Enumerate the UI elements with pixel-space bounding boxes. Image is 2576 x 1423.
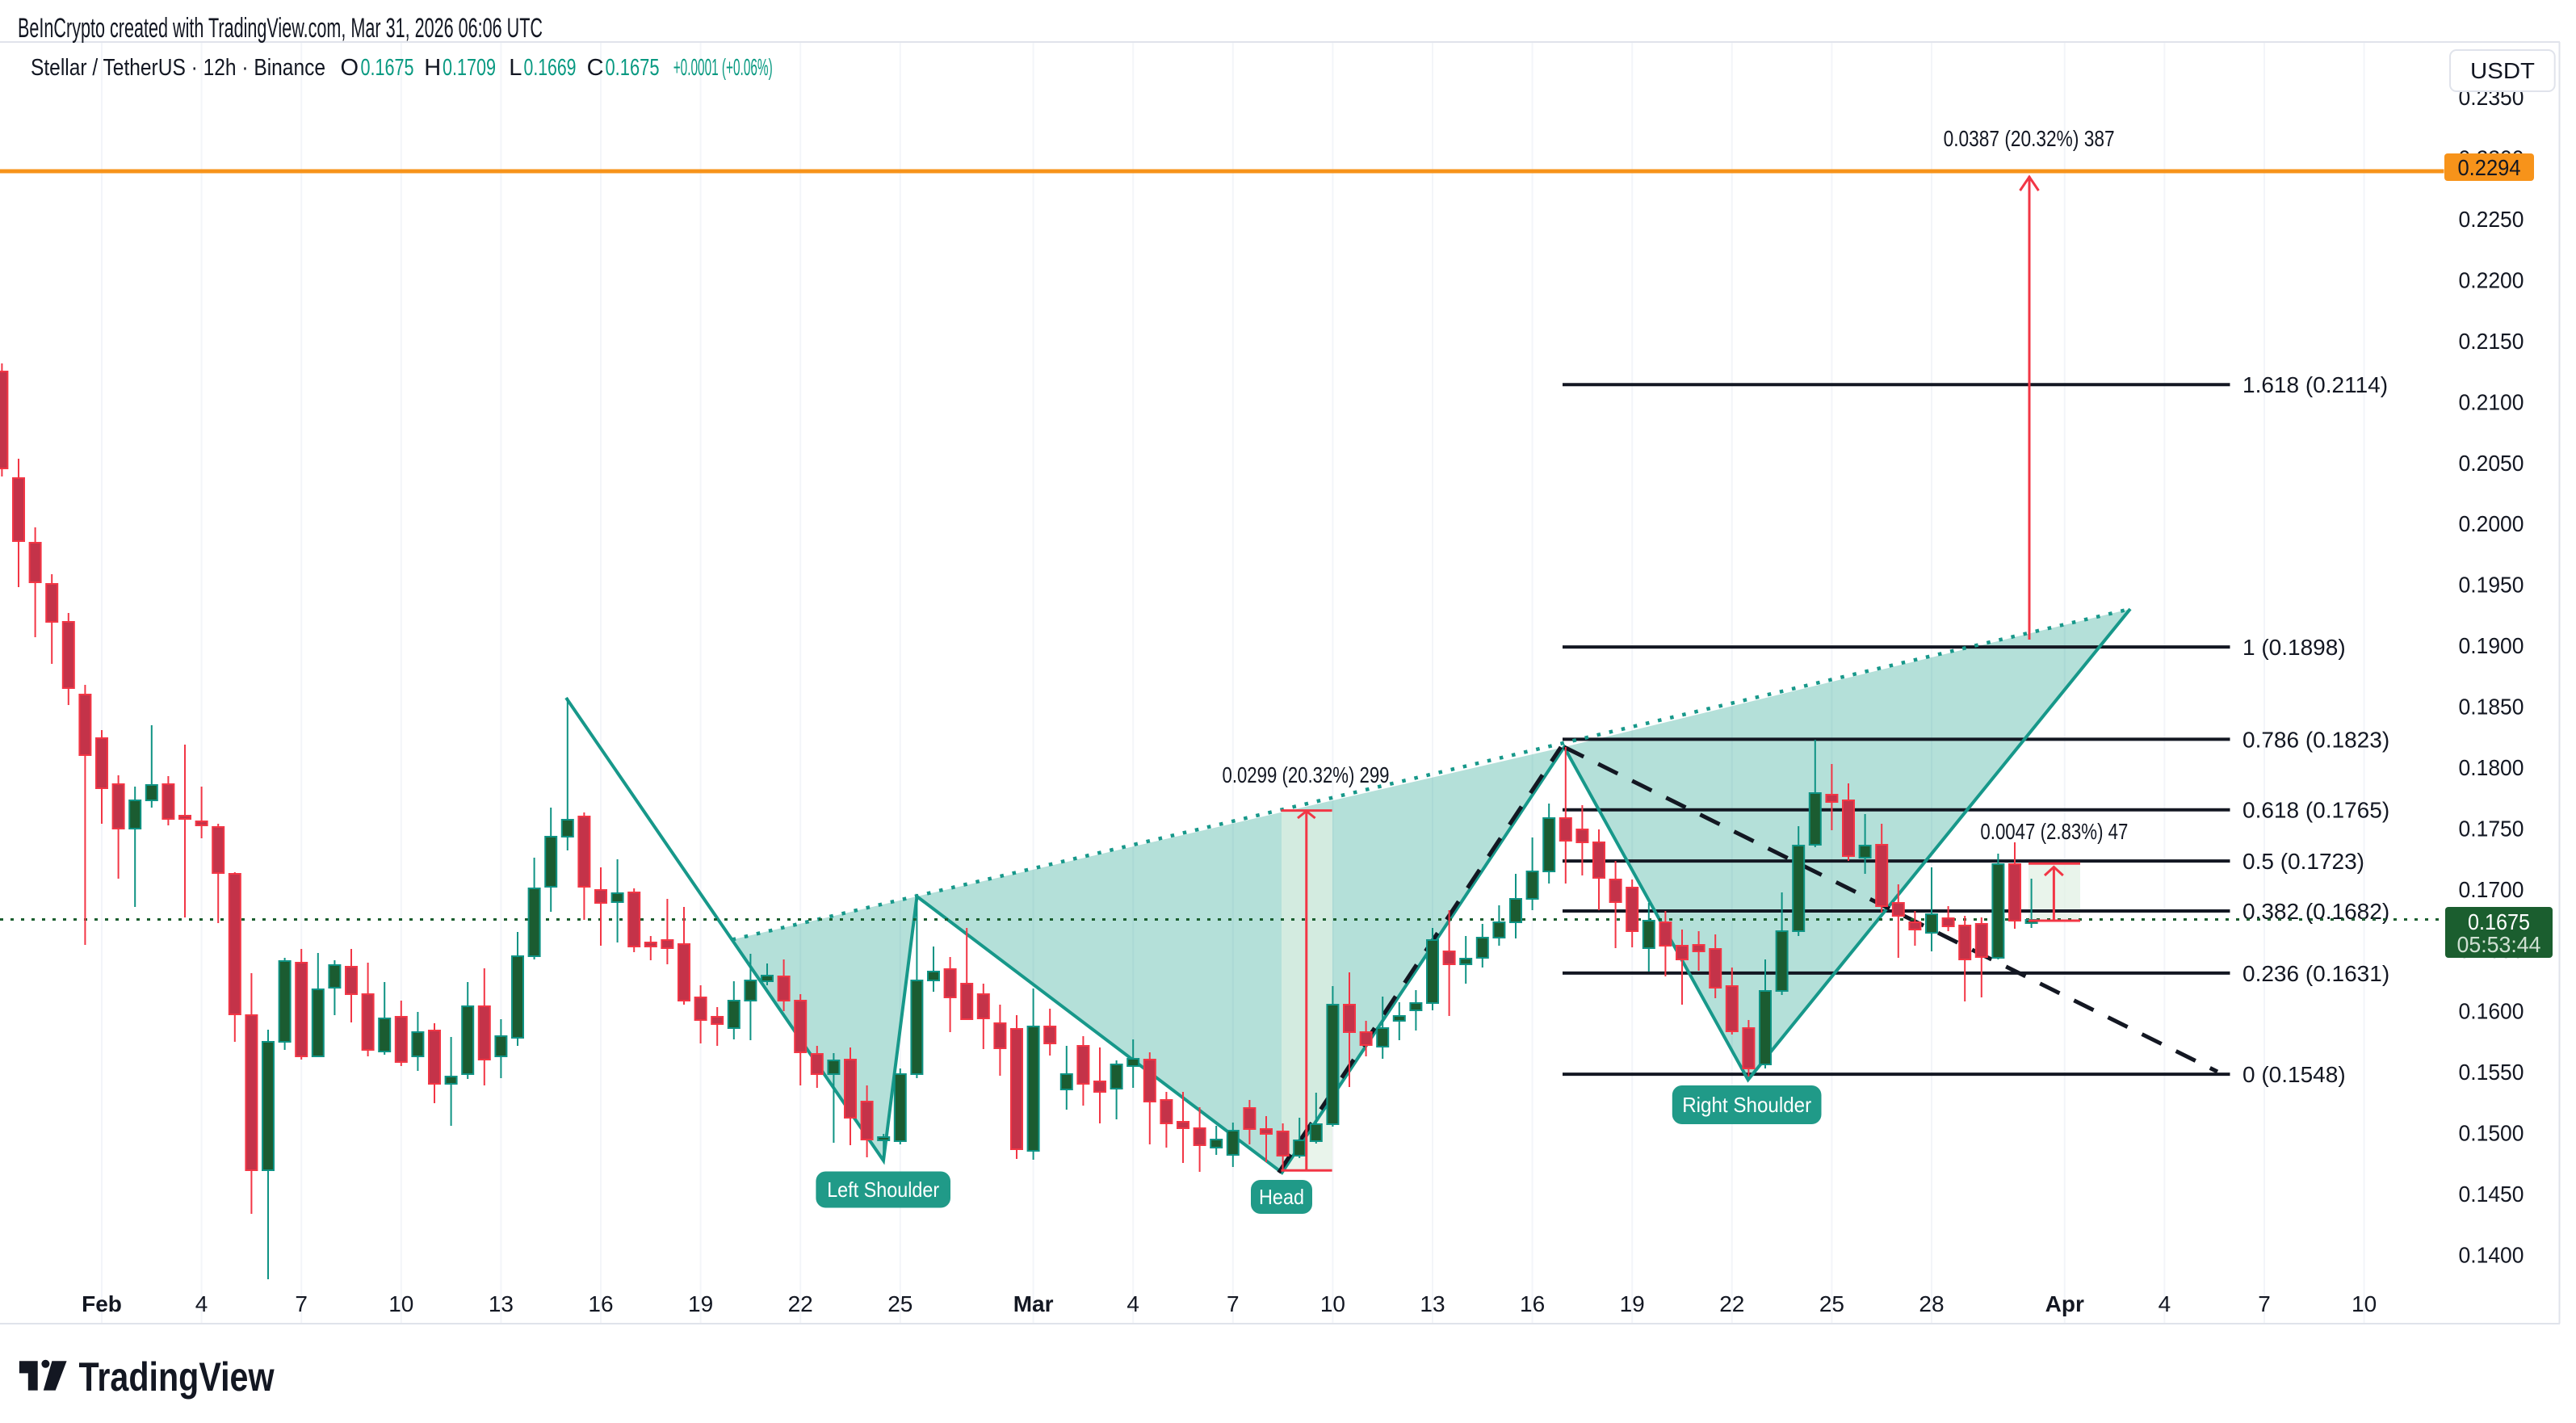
- svg-text:7: 7: [295, 1291, 308, 1316]
- svg-text:USDT: USDT: [2470, 58, 2535, 83]
- svg-text:10: 10: [2352, 1291, 2377, 1316]
- svg-text:0.5 (0.1723): 0.5 (0.1723): [2242, 849, 2364, 874]
- svg-text:0.236 (0.1631): 0.236 (0.1631): [2242, 961, 2389, 986]
- svg-text:0.1675: 0.1675: [361, 55, 414, 81]
- svg-text:19: 19: [688, 1291, 713, 1316]
- svg-text:0.1675: 0.1675: [606, 55, 660, 81]
- svg-text:0.0299 (20.32%) 299: 0.0299 (20.32%) 299: [1223, 762, 1390, 787]
- svg-text:7: 7: [2258, 1291, 2271, 1316]
- svg-text:0.1900: 0.1900: [2459, 633, 2524, 658]
- svg-text:16: 16: [588, 1291, 613, 1316]
- svg-text:10: 10: [388, 1291, 413, 1316]
- svg-text:C: C: [587, 55, 604, 81]
- svg-text:Mar: Mar: [1013, 1291, 1054, 1316]
- svg-text:19: 19: [1620, 1291, 1645, 1316]
- svg-text:22: 22: [1719, 1291, 1744, 1316]
- svg-text:0.1750: 0.1750: [2459, 816, 2524, 841]
- svg-text:0 (0.1548): 0 (0.1548): [2242, 1062, 2346, 1087]
- svg-text:25: 25: [1819, 1291, 1844, 1316]
- svg-text:0.1709: 0.1709: [443, 55, 496, 81]
- svg-text:0.2150: 0.2150: [2459, 329, 2524, 354]
- svg-text:0.618 (0.1765): 0.618 (0.1765): [2242, 798, 2389, 823]
- svg-text:0.1550: 0.1550: [2459, 1060, 2524, 1085]
- svg-text:4: 4: [1126, 1291, 1139, 1316]
- svg-text:0.1850: 0.1850: [2459, 695, 2524, 720]
- svg-text:0.1675: 0.1675: [2468, 909, 2530, 934]
- svg-text:0.786 (0.1823): 0.786 (0.1823): [2242, 727, 2389, 752]
- svg-text:Apr: Apr: [2045, 1291, 2084, 1316]
- svg-text:13: 13: [1420, 1291, 1445, 1316]
- svg-text:0.0047 (2.83%) 47: 0.0047 (2.83%) 47: [1980, 819, 2128, 844]
- svg-text:+0.0001 (+0.06%): +0.0001 (+0.06%): [673, 55, 773, 81]
- svg-text:TradingView: TradingView: [79, 1354, 275, 1400]
- svg-text:Head: Head: [1259, 1185, 1304, 1209]
- svg-text:4: 4: [2159, 1291, 2171, 1316]
- svg-text:1 (0.1898): 1 (0.1898): [2242, 635, 2346, 660]
- svg-text:05:53:44: 05:53:44: [2457, 932, 2541, 957]
- svg-text:25: 25: [887, 1291, 913, 1316]
- svg-text:Feb: Feb: [82, 1291, 122, 1316]
- svg-text:Stellar / TetherUS · 12h · Bin: Stellar / TetherUS · 12h · Binance: [31, 55, 325, 81]
- svg-text:0.382 (0.1682): 0.382 (0.1682): [2242, 899, 2389, 924]
- svg-text:28: 28: [1919, 1291, 1944, 1316]
- svg-text:0.1950: 0.1950: [2459, 573, 2524, 598]
- svg-text:0.1500: 0.1500: [2459, 1121, 2524, 1146]
- svg-text:0.0387 (20.32%) 387: 0.0387 (20.32%) 387: [1944, 126, 2115, 151]
- svg-text:0.2050: 0.2050: [2459, 451, 2524, 476]
- svg-text:0.2000: 0.2000: [2459, 511, 2524, 536]
- svg-text:0.1600: 0.1600: [2459, 999, 2524, 1024]
- svg-text:0.2100: 0.2100: [2459, 389, 2524, 414]
- svg-text:0.2250: 0.2250: [2459, 207, 2524, 232]
- svg-text:0.1700: 0.1700: [2459, 877, 2524, 902]
- svg-text:0.1450: 0.1450: [2459, 1182, 2524, 1207]
- svg-text:L: L: [509, 55, 522, 81]
- svg-text:0.1669: 0.1669: [524, 55, 577, 81]
- svg-text:Right Shoulder: Right Shoulder: [1682, 1093, 1811, 1117]
- svg-text:10: 10: [1320, 1291, 1345, 1316]
- svg-text:0.1400: 0.1400: [2459, 1242, 2524, 1267]
- svg-text:22: 22: [788, 1291, 813, 1316]
- svg-text:H: H: [424, 55, 441, 81]
- svg-text:0.1800: 0.1800: [2459, 755, 2524, 780]
- svg-text:0.2294: 0.2294: [2458, 155, 2521, 180]
- svg-text:7: 7: [1227, 1291, 1240, 1316]
- svg-text:16: 16: [1520, 1291, 1545, 1316]
- svg-text:Left Shoulder: Left Shoulder: [827, 1177, 939, 1202]
- svg-text:BeInCrypto created with Tradin: BeInCrypto created with TradingView.com,…: [18, 13, 543, 44]
- svg-text:O: O: [341, 55, 359, 81]
- svg-text:4: 4: [195, 1291, 208, 1316]
- svg-text:13: 13: [489, 1291, 514, 1316]
- svg-text:0.2200: 0.2200: [2459, 268, 2524, 293]
- svg-text:1.618 (0.2114): 1.618 (0.2114): [2242, 372, 2388, 397]
